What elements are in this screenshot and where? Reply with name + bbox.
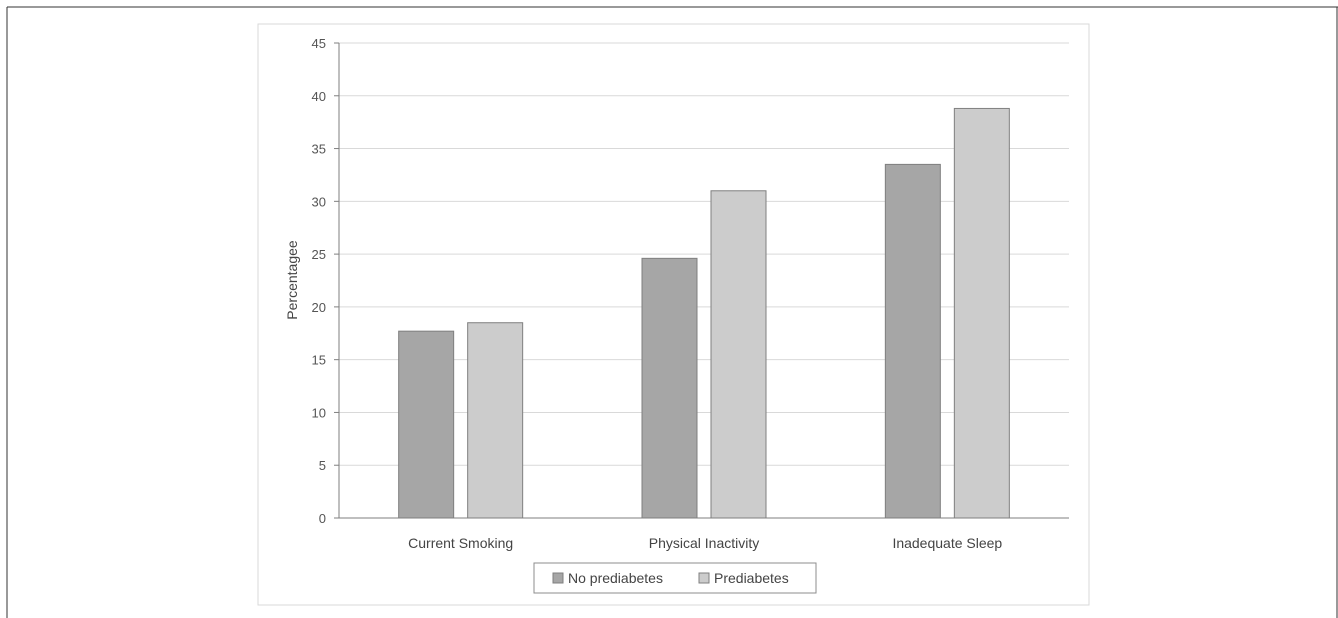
x-category-labels: Current Smoking Physical Inactivity Inadeq…: [408, 535, 1002, 551]
legend-label-no-prediabetes: No prediabetes: [568, 570, 663, 586]
gridlines: [334, 42, 1069, 519]
y-tick-label: 25: [312, 247, 326, 262]
y-tick-label: 5: [319, 458, 326, 473]
x-category-label: Physical Inactivity: [649, 535, 759, 551]
y-tick-label: 45: [312, 36, 326, 51]
bars: [398, 107, 1010, 519]
legend-label-prediabetes: Prediabetes: [714, 570, 789, 586]
legend: No prediabetes Prediabetes: [533, 562, 817, 594]
axes: [338, 43, 1069, 519]
y-tick-labels: 0 5 10 15 20 25 30 35 40 45: [312, 36, 326, 526]
y-tick-label: 0: [319, 511, 326, 526]
bar-prediabetes: [710, 190, 767, 519]
bar-no-prediabetes: [398, 330, 455, 519]
bar-no-prediabetes: [641, 257, 698, 519]
y-tick-label: 15: [312, 353, 326, 368]
legend-swatch-no-prediabetes: [552, 572, 564, 584]
legend-swatch-prediabetes: [698, 572, 710, 584]
bar-prediabetes: [467, 322, 524, 519]
y-tick-label: 35: [312, 142, 326, 157]
x-category-label: Current Smoking: [408, 535, 513, 551]
y-tick-label: 10: [312, 405, 326, 420]
y-axis-label: Percentagee: [284, 240, 300, 320]
y-tick-label: 20: [312, 300, 326, 315]
bar-no-prediabetes: [884, 163, 941, 519]
y-tick-label: 30: [312, 194, 326, 209]
y-tick-label: 40: [312, 89, 326, 104]
x-category-label: Inadequate Sleep: [892, 535, 1002, 551]
legend-box: [533, 562, 817, 594]
bar-prediabetes: [953, 107, 1010, 519]
